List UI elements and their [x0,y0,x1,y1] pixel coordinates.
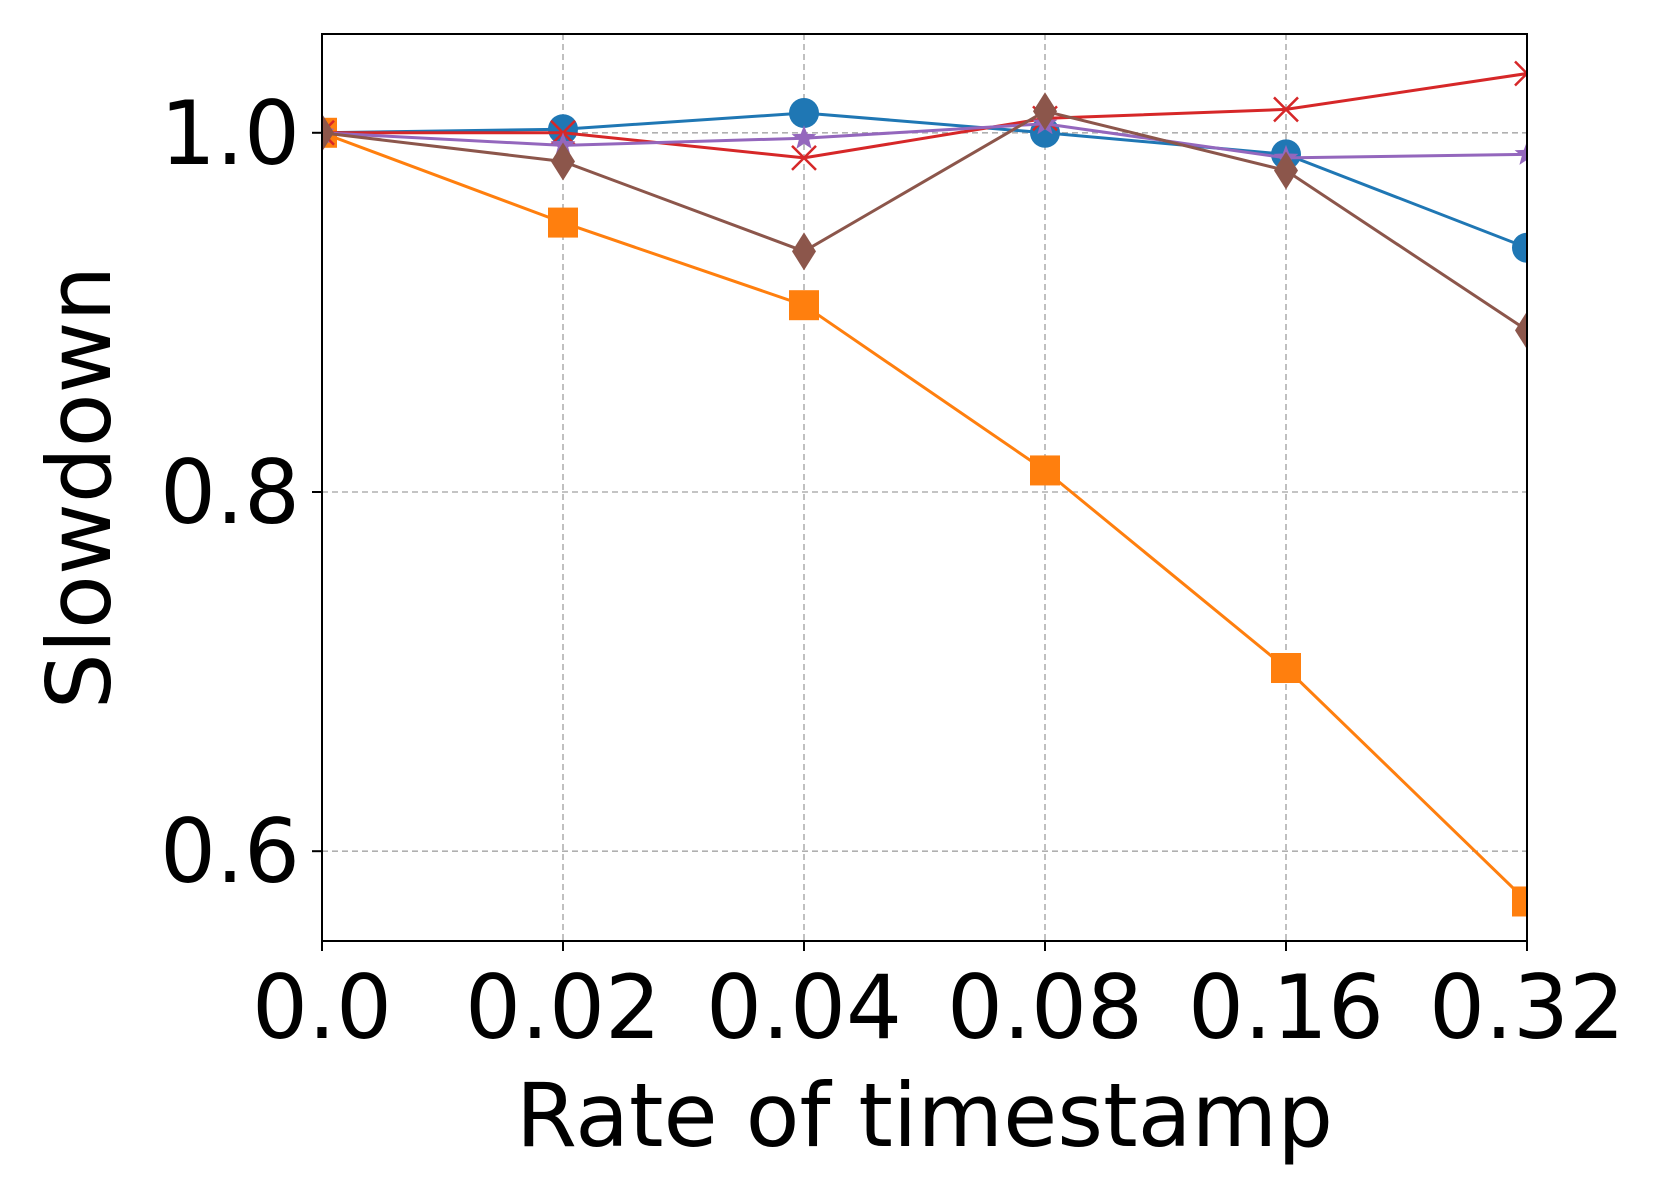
x-marker [1273,96,1299,123]
diamond-marker [1274,151,1298,190]
square-marker [1512,886,1527,917]
square-marker [1271,653,1301,684]
series-diamond [322,92,1527,350]
series-line [322,122,1527,160]
y-tick-label: 0.6 [160,800,300,903]
series-line [322,131,1527,903]
x-tick-label: 0.02 [465,956,661,1059]
x-tick-label: 0.16 [1188,956,1384,1059]
series-square [322,117,1527,917]
series-line [322,111,1527,250]
circle-marker [548,114,578,145]
star-marker [791,125,817,149]
x-marker [791,145,817,171]
x-tick-label: 0.04 [706,956,902,1059]
x-tick-label: 0.08 [947,956,1143,1059]
x-marker [1514,60,1527,87]
grid [321,34,1528,941]
x-axis-label: Rate of timestamp [516,1064,1333,1167]
y-tick-label: 0.8 [160,441,300,544]
star-marker [1514,141,1527,165]
series-layer [322,60,1527,917]
diamond-marker [792,232,816,271]
series-line [322,72,1527,160]
square-marker [548,207,578,238]
y-axis-label: Slowdown [28,266,131,710]
diamond-marker [1515,311,1527,350]
x-tick-label: 0.0 [252,956,392,1059]
diamond-marker [551,142,575,181]
circle-marker [1512,232,1527,263]
series-line [322,109,1527,332]
diamond-marker [1033,92,1057,131]
square-marker [1030,455,1060,486]
y-tick-label: 1.0 [160,82,300,185]
x-tick-label: 0.32 [1429,956,1625,1059]
ticks: 0.0 0.02 0.04 0.08 0.16 0.32 0.6 0.8 1.0 [160,82,1625,1059]
plot-frame [321,33,1528,942]
square-marker [789,290,819,321]
diamond-marker [322,113,334,152]
circle-marker [789,98,819,129]
x-marker [322,119,335,146]
